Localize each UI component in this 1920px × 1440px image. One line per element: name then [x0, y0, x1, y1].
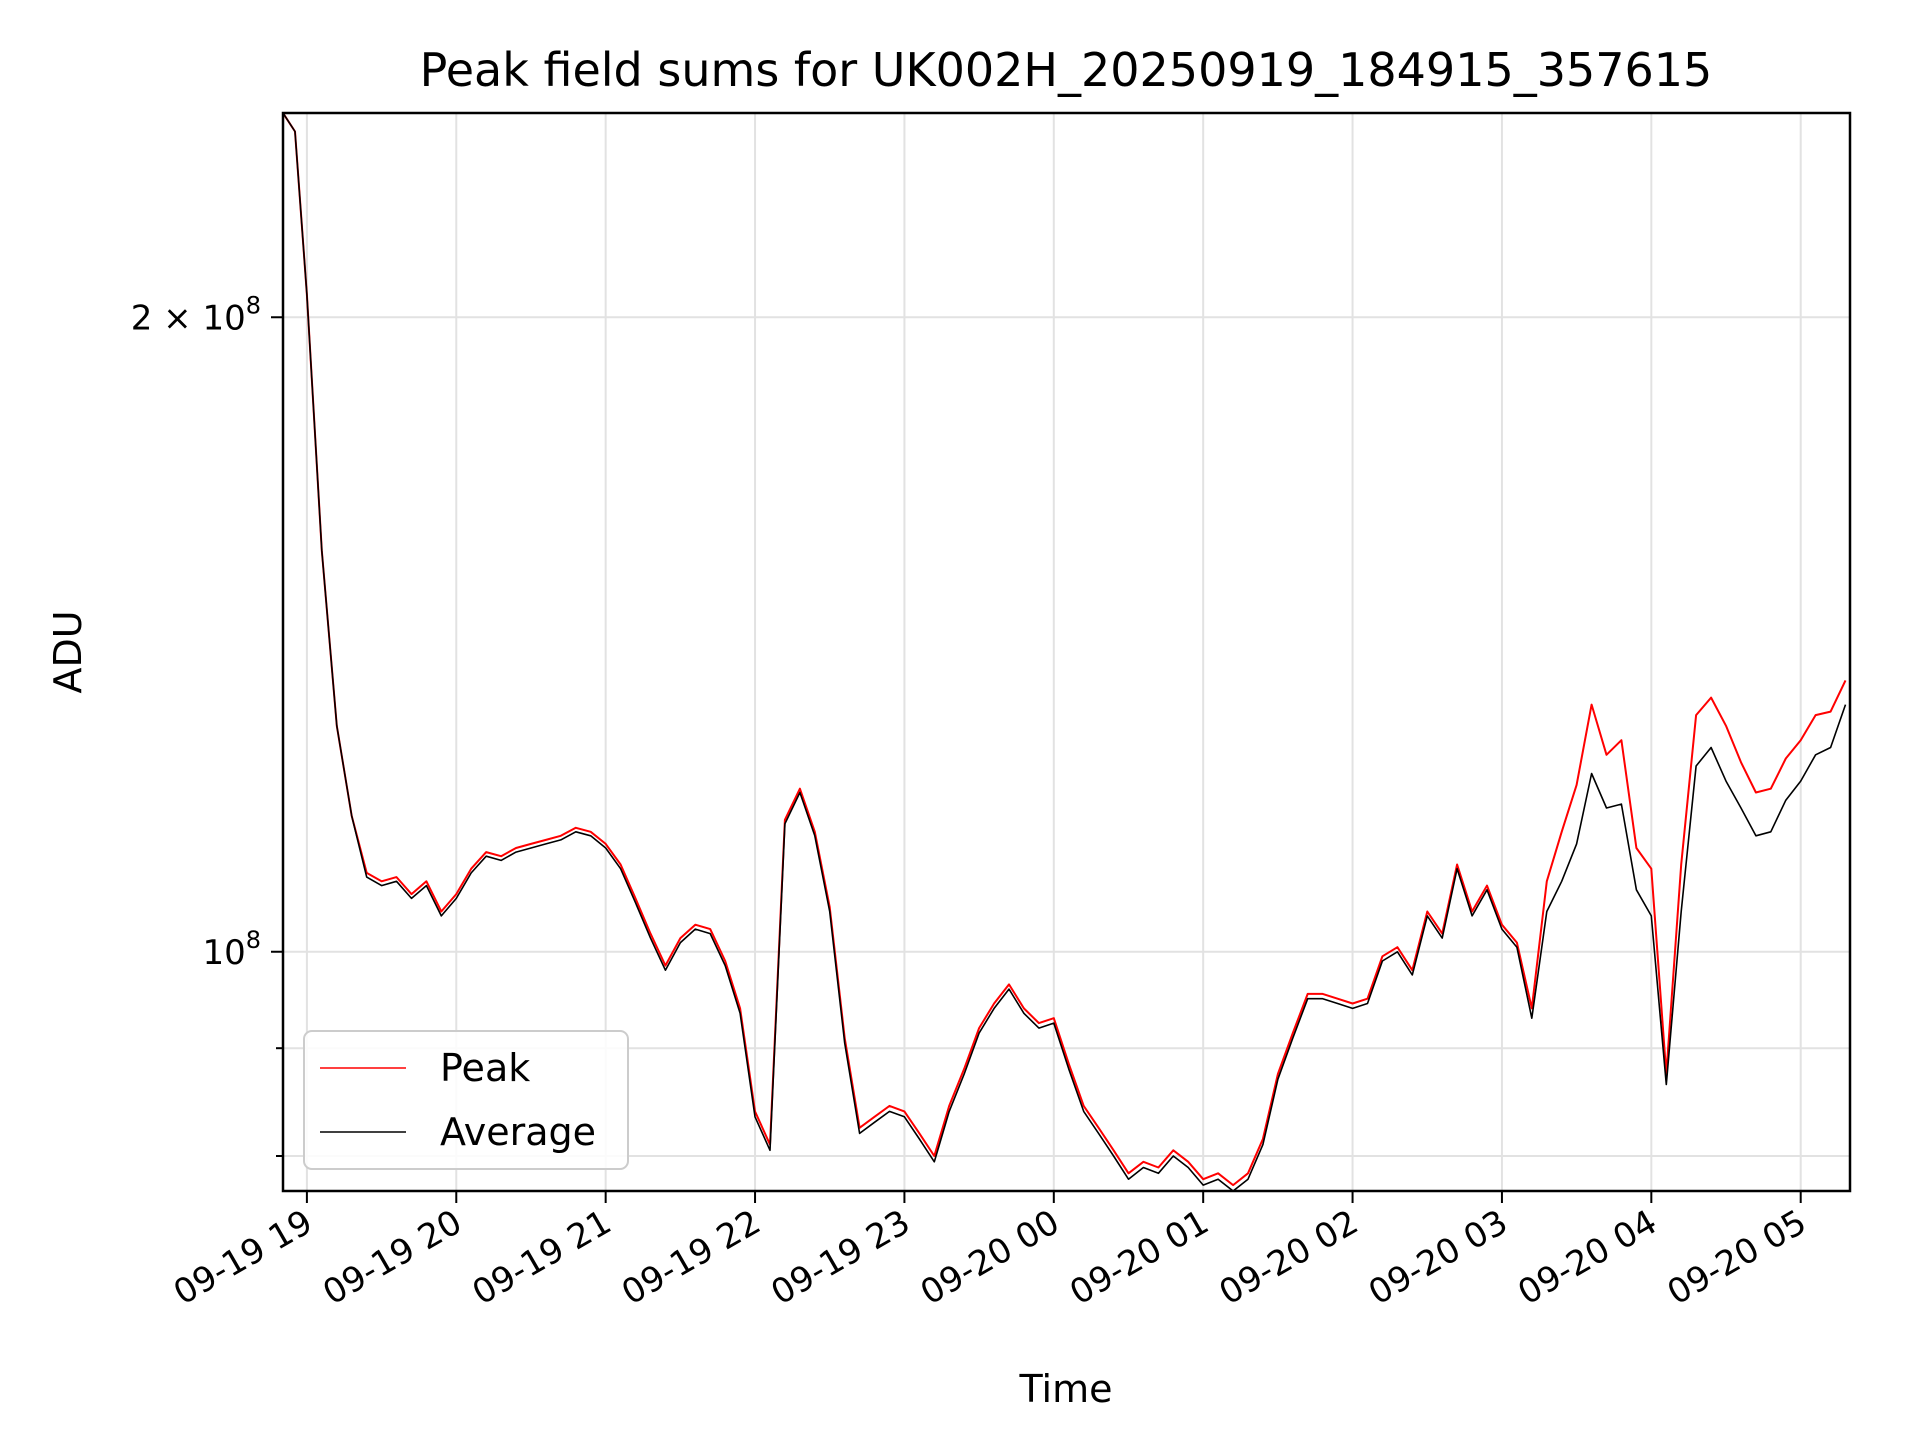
y-axis: 108 2 × 108 — [131, 291, 283, 1158]
x-axis-label: Time — [1019, 1367, 1113, 1411]
series-average-line — [283, 113, 1847, 1191]
legend: Peak Average — [303, 1030, 629, 1170]
legend-peak-label: Peak — [440, 1046, 530, 1090]
y-axis-label: ADU — [46, 610, 90, 693]
plot-frame — [281, 111, 1852, 1193]
chart-title: Peak field sums for UK002H_20250919_1849… — [420, 43, 1713, 97]
plot-area — [283, 113, 1847, 1191]
y-tick-label: 108 — [202, 926, 261, 973]
y-tick-label: 2 × 108 — [131, 291, 261, 338]
x-grid — [305, 113, 1802, 1191]
legend-average-label: Average — [440, 1110, 596, 1154]
series-group — [283, 113, 1847, 1191]
legend-box — [303, 1030, 629, 1170]
series-peak-line — [283, 113, 1847, 1187]
